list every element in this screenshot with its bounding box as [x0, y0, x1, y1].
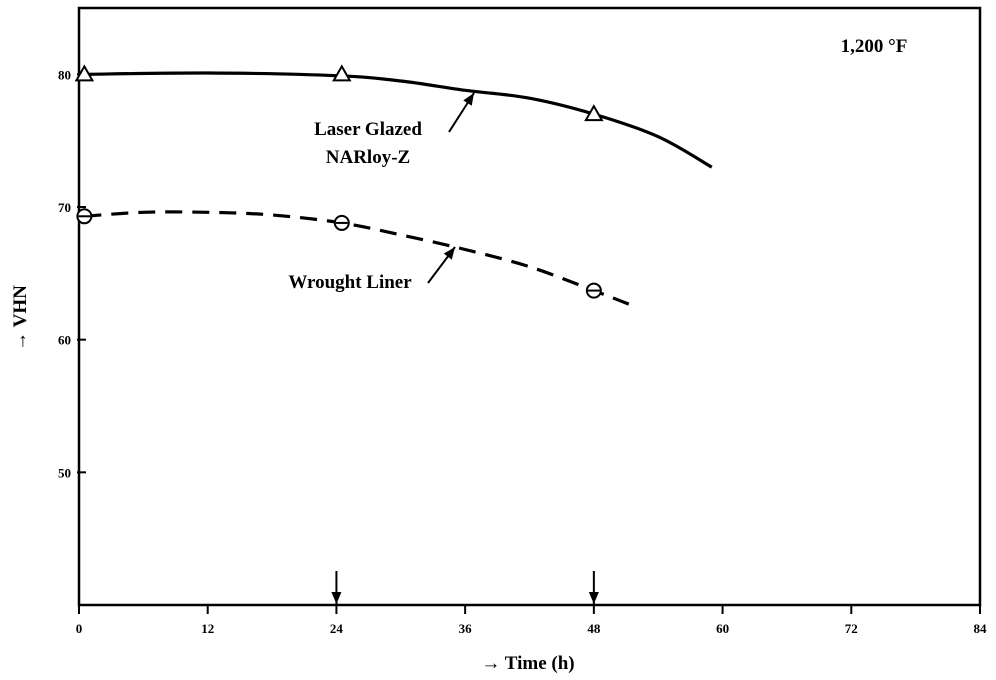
series-label-laser-glazed: Laser Glazed NARloy-Z: [314, 119, 422, 168]
x-axis-label: → Time (h): [481, 653, 574, 674]
y-axis-label-text: → VHN: [10, 285, 31, 351]
x-tick-label: 12: [201, 621, 214, 636]
x-tick-label: 84: [974, 621, 988, 636]
series-label-wrought-liner: Wrought Liner: [288, 272, 412, 293]
x-tick-label: 36: [459, 621, 473, 636]
series-line-laser-glazed: [84, 71, 713, 169]
y-axis-label-value: VHN: [10, 285, 31, 328]
x-axis-label-text: → Time (h): [481, 653, 574, 674]
x-axis-label-arrow: →: [481, 653, 504, 674]
pointer-arrow-laser-glazed: [448, 92, 475, 133]
plot-frame: [77, 6, 982, 607]
y-axis-label-arrow: →: [10, 327, 31, 350]
x-tick-label: 48: [587, 621, 601, 636]
x-axis-label-value: Time (h): [505, 653, 575, 674]
series-line-wrought-liner: [84, 210, 632, 307]
y-axis-label: → VHN: [10, 285, 31, 351]
y-tick-label: 80: [58, 67, 71, 82]
temperature-annotation: 1,200 °F: [841, 36, 908, 57]
y-tick-label: 50: [58, 465, 71, 480]
time-marker-arrow: [588, 571, 599, 604]
data-point-triangle: [332, 64, 352, 82]
data-point-triangle: [584, 104, 604, 122]
x-tick-label: 60: [716, 621, 729, 636]
time-marker-arrow: [331, 571, 342, 604]
series-label-laser-line-1: Laser Glazed: [314, 119, 422, 140]
y-tick-label: 70: [58, 200, 71, 215]
pointer-arrow-wrought-liner: [427, 246, 456, 284]
x-tick-label: 0: [76, 621, 83, 636]
x-tick-label: 72: [845, 621, 858, 636]
x-tick-label: 24: [330, 621, 344, 636]
y-tick-label: 60: [58, 333, 71, 348]
series-label-laser-line-2: NARloy-Z: [326, 147, 410, 168]
data-point-triangle: [74, 64, 95, 82]
